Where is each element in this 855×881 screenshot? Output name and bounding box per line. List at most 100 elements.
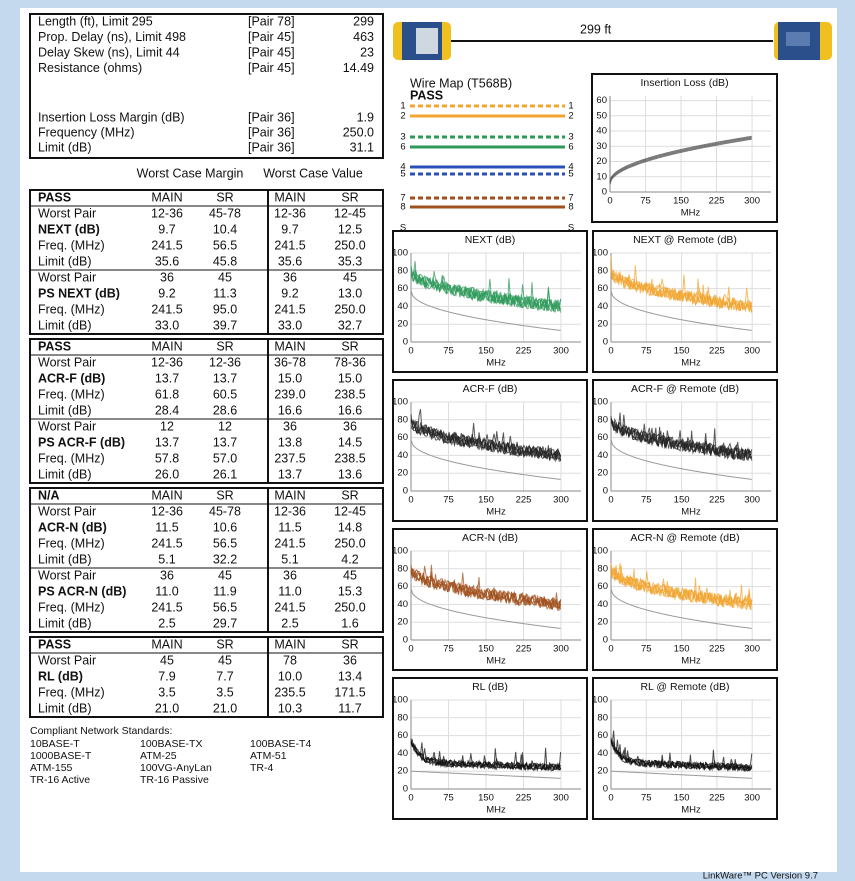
pin-label: 6 [400,142,405,153]
x-tick-label: 300 [744,346,760,357]
y-tick-label: 0 [403,337,408,348]
column-header: MAIN [274,488,305,502]
cell: 78 [283,653,297,667]
group-status: PASS [38,190,71,204]
link-length: 299 ft [580,22,612,36]
chart-box [592,677,778,820]
cell: 56.5 [213,238,237,252]
chart-title: NEXT (dB) [465,234,516,246]
column-header: SR [341,190,358,204]
column-header: SR [216,339,233,353]
cell: 35.3 [338,254,362,268]
x-tick-label: 75 [641,495,652,506]
y-tick-label: 80 [597,563,608,574]
summary-label: Delay Skew (ns), Limit 44 [38,45,180,59]
row-label: Freq. (MHz) [38,387,105,401]
cell: 11.7 [338,701,361,715]
column-header: SR [216,190,233,204]
row-label: Freq. (MHz) [38,451,105,465]
cell: 250.0 [334,536,365,550]
cell: 3.5 [216,685,233,699]
x-tick-label: 0 [408,495,413,506]
trace [410,738,562,772]
tester-remote [774,22,832,60]
y-tick-label: 40 [597,450,608,461]
column-header: MAIN [151,190,182,204]
standards-title: Compliant Network Standards: [30,725,172,737]
column-header: SR [216,488,233,502]
x-tick-label: 0 [608,495,613,506]
cell: 36 [343,419,357,433]
pin-label: 4 [568,162,573,173]
summary-label: Prop. Delay (ns), Limit 498 [38,30,186,44]
pin-label: 8 [400,202,405,213]
summary-label: Frequency (MHz) [38,125,135,139]
trace [410,770,561,779]
tester-main [393,22,451,60]
y-tick-label: 60 [597,581,608,592]
cell: 45.8 [213,254,237,268]
cell: 250.0 [334,600,365,614]
chart-title: ACR-F (dB) [463,383,518,395]
standard: ATM-25 [140,750,177,762]
trace [610,412,753,460]
column-header: MAIN [151,637,182,651]
y-tick-label: 100 [592,695,608,706]
cell: 1.6 [341,616,358,630]
y-tick-label: 50 [596,110,607,121]
pin-label: S [400,223,406,234]
cell: 5.1 [158,552,175,566]
chart-box [392,528,588,671]
pin-label: 7 [400,193,405,204]
summary-value: 299 [353,14,374,28]
chart-box [592,528,778,671]
x-axis-label: MHz [486,805,506,816]
y-tick-label: 20 [596,156,607,167]
cell: 12-36 [151,206,183,220]
row-label: Freq. (MHz) [38,600,105,614]
standard: TR-16 Passive [140,774,209,786]
x-tick-label: 0 [608,346,613,357]
x-axis-label: MHz [486,358,506,369]
x-axis-label: MHz [681,507,701,518]
cell: 241.5 [274,238,305,252]
cell: 12-45 [334,206,366,220]
y-tick-label: 60 [397,581,408,592]
cell: 61.8 [155,387,179,401]
header: Worst Case Margin [137,166,244,180]
row-label: Worst Pair [38,568,96,582]
cell: 241.5 [151,600,182,614]
y-tick-label: 0 [603,337,608,348]
y-tick-label: 0 [603,784,608,795]
cell: 250.0 [334,302,365,316]
x-tick-label: 0 [408,793,413,804]
cell: 57.0 [213,451,237,465]
cell: 32.2 [213,552,237,566]
pin-label: 1 [568,101,573,112]
summary-label: Limit (dB) [38,140,91,154]
trace [410,588,561,629]
row-label: ACR-N (dB) [38,520,107,534]
row-label: Worst Pair [38,270,96,284]
chart-title: NEXT @ Remote (dB) [633,234,737,246]
y-tick-label: 80 [597,712,608,723]
y-tick-label: 60 [596,95,607,106]
y-tick-label: 40 [397,599,408,610]
trace [410,564,562,610]
x-tick-label: 75 [641,793,652,804]
column-header: MAIN [274,637,305,651]
cell: 9.2 [281,286,298,300]
x-tick-label: 225 [516,644,532,655]
cell: 12 [160,419,174,433]
x-axis-label: MHz [486,656,506,667]
cell: 14.5 [338,435,362,449]
x-tick-label: 300 [553,346,569,357]
cell: 45 [160,653,174,667]
standard: TR-16 Active [30,774,90,786]
summary-pair: [Pair 45] [248,30,295,44]
cell: 45 [218,653,232,667]
x-tick-label: 75 [641,346,652,357]
standard: 100BASE-TX [140,738,202,750]
